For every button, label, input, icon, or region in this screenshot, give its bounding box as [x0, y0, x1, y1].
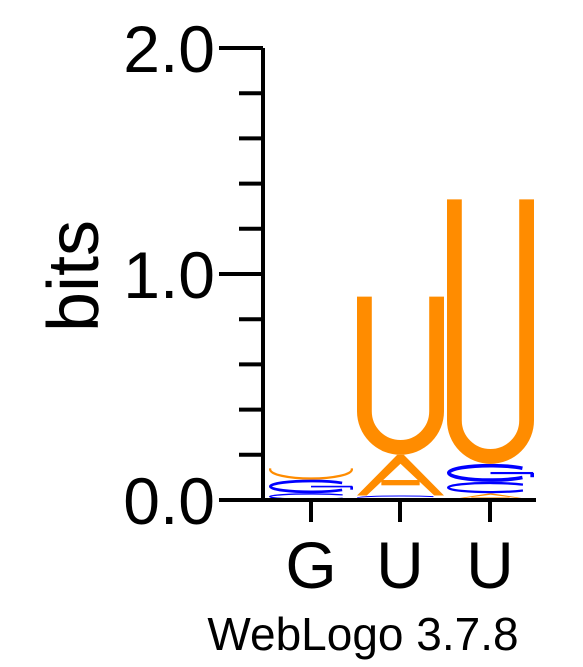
x-tick-label: U	[376, 528, 424, 602]
letter-stacks	[268, 199, 534, 500]
letter-u-pos2	[357, 296, 444, 455]
letter-a-pos2	[357, 454, 444, 496]
letter-g-pos3	[447, 463, 534, 482]
x-tick-label: G	[285, 528, 336, 602]
footer-credit: WebLogo 3.7.8	[207, 608, 518, 660]
y-axis-label: bits	[34, 220, 114, 332]
letter-u-pos3	[447, 199, 534, 464]
y-tick-label: 2.0	[123, 12, 215, 86]
x-tick-label: U	[466, 528, 514, 602]
y-tick-label: 1.0	[123, 238, 215, 312]
letter-g-pos1	[268, 479, 353, 494]
y-tick-label: 0.0	[123, 464, 215, 538]
letter-c-pos3	[447, 481, 524, 494]
letter-a-pos3	[447, 493, 534, 500]
y-axis-ticks: 0.0 1.0 2.0	[123, 12, 263, 538]
letter-u-pos1	[269, 468, 353, 480]
